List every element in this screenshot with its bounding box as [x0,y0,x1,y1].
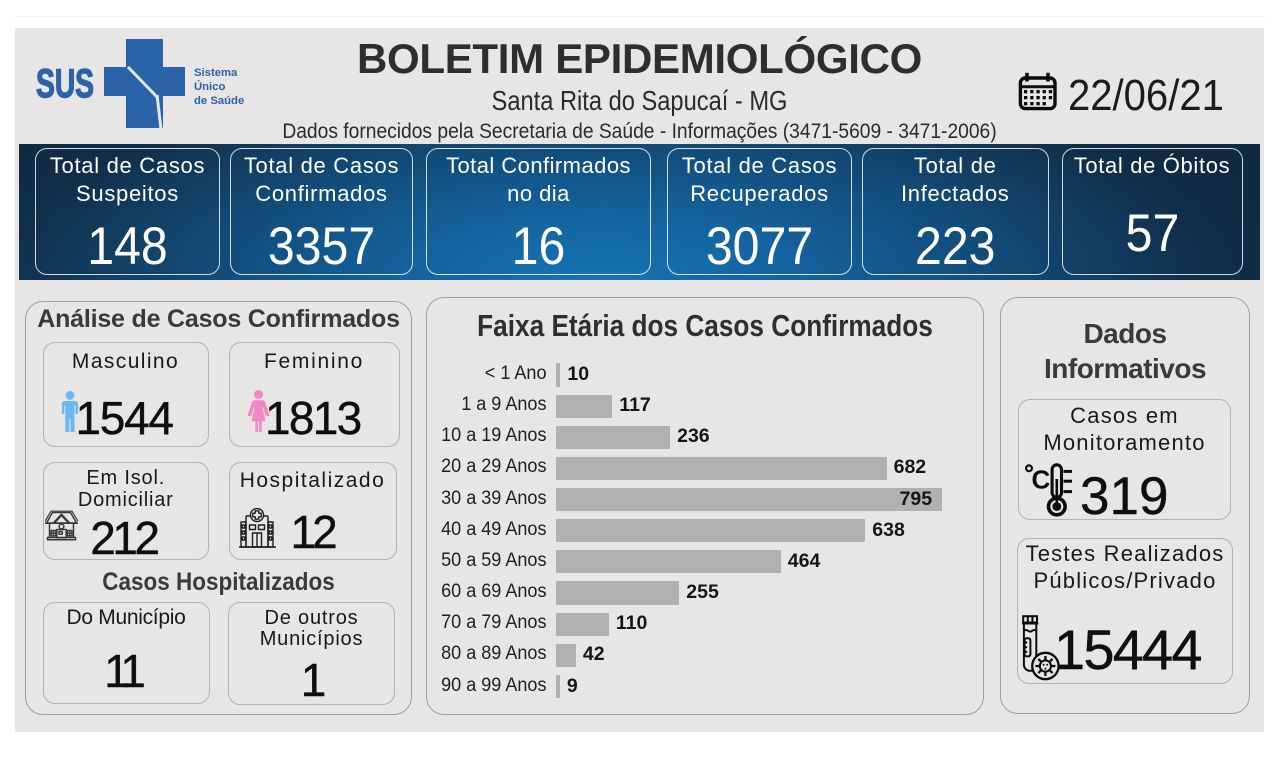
svg-text:de Saúde: de Saúde [194,95,244,107]
svg-text:SUS: SUS [36,62,94,106]
svg-text:Sistema: Sistema [194,67,238,79]
svg-text:C: C [1032,465,1051,495]
svg-text:Único: Único [194,80,225,93]
